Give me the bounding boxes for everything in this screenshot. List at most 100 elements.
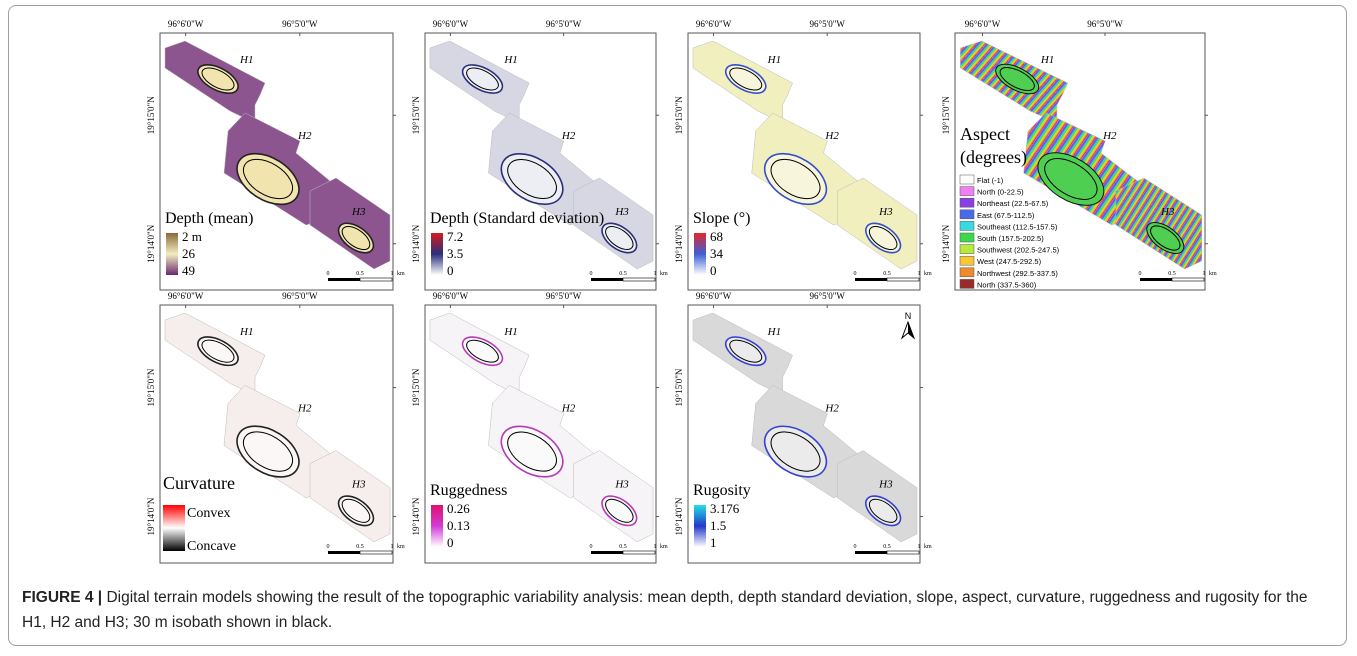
legend-label: Northwest (292.5-337.5) — [977, 269, 1058, 278]
latitude-label: 19°14'0"N — [674, 224, 684, 262]
isobath-30m — [201, 67, 235, 91]
hotspot-label: H3 — [614, 206, 629, 218]
legend-label: South (157.5-202.5) — [977, 234, 1044, 243]
legend-label: East (67.5-112.5) — [977, 211, 1035, 220]
scale-label: 0 — [590, 271, 593, 277]
legend-bar — [694, 233, 706, 275]
legend-swatch — [959, 255, 975, 266]
scale-label: 0.5 — [356, 271, 364, 277]
legend-label: North (0-22.5) — [977, 188, 1024, 197]
hotspot-label: H1 — [239, 54, 253, 66]
hotspot-label: H2 — [1102, 130, 1117, 142]
isobath-30m — [1044, 158, 1098, 200]
longitude-label: 96°6'0"W — [168, 291, 204, 301]
scale-bar — [622, 550, 656, 555]
isobath-30m — [770, 431, 821, 472]
scale-label: 0.5 — [1168, 271, 1176, 277]
hotspot-label: H1 — [503, 54, 517, 66]
scale-label: 1 — [654, 271, 657, 277]
legend-bar — [694, 505, 706, 547]
scale-bar — [328, 278, 360, 281]
isobath — [236, 152, 300, 206]
isobath-30m — [1150, 225, 1181, 251]
map-panel: H1 H2 H3 96°6'0"W 96°5'0"W 19°15'0"N 19°14'0"N… — [941, 19, 1217, 291]
hotspot-label: H2 — [561, 402, 576, 414]
latitude-label: 19°14'0"N — [146, 224, 156, 262]
isobath — [1146, 222, 1185, 254]
isobath-30m — [999, 67, 1035, 91]
legend-title: Slope (°) — [693, 210, 751, 227]
scale-bar — [591, 551, 623, 554]
longitude-label: 96°5'0"W — [810, 19, 846, 29]
scale-bar — [886, 550, 920, 555]
legend-title: Ruggedness — [430, 482, 507, 499]
hotspot-label: H2 — [561, 130, 576, 142]
map-panel: H1 H2 H3 96°6'0"W 96°5'0"W 19°15'0"N 19°14'0"N… — [411, 291, 668, 564]
legend-swatch — [959, 267, 975, 278]
legend-bar — [166, 233, 178, 275]
legend-label: Southeast (112.5-157.5) — [977, 222, 1058, 231]
isobath — [763, 425, 828, 478]
scale-label: 0 — [327, 271, 330, 277]
legend-label: 1.5 — [710, 518, 726, 533]
scale-label: 0.5 — [619, 271, 627, 277]
latitude-label: 19°15'0"N — [146, 368, 156, 406]
isobath-30m — [466, 67, 499, 91]
longitude-label: 96°6'0"W — [433, 19, 469, 29]
hotspot-label: H3 — [1160, 206, 1175, 218]
map-panel: H1 H2 H3 96°6'0"W 96°5'0"W 19°15'0"N 19°14'0"N… — [146, 19, 405, 291]
legend-label: 3.176 — [710, 501, 740, 516]
legend-label: 0 — [447, 263, 454, 278]
hotspot-label: H2 — [824, 402, 839, 414]
isobath — [461, 64, 504, 94]
legend-title: Depth (Standard deviation) — [430, 210, 604, 227]
scale-bar — [359, 277, 393, 282]
scale-label: 0 — [854, 271, 857, 277]
legend-label: 1 — [710, 535, 717, 550]
legend-label: West (247.5-292.5) — [977, 257, 1042, 266]
isobath-30m — [868, 498, 898, 523]
legend-title: Depth (mean) — [165, 210, 253, 227]
hotspot-label: H3 — [878, 479, 893, 491]
legend-label: Southwest (202.5-247.5) — [977, 246, 1060, 255]
isobath-30m — [605, 226, 634, 250]
isobath — [724, 336, 767, 367]
legend-swatch — [959, 209, 975, 220]
latitude-label: 19°14'0"N — [146, 497, 156, 535]
scale-bar — [328, 551, 360, 554]
hotspot-label: H3 — [351, 479, 366, 491]
isobath — [337, 495, 375, 527]
scale-bar — [855, 551, 887, 554]
scale-label: km — [660, 544, 668, 550]
legend-title: Aspect — [960, 124, 1010, 144]
isobath-30m — [242, 158, 294, 200]
north-arrow-half — [908, 322, 914, 338]
caption: FIGURE 4 | Digital terrain models showin… — [22, 585, 1322, 635]
hotspot-label: H3 — [878, 206, 893, 218]
scale-label: km — [660, 271, 668, 277]
legend-label: Flat (-1) — [977, 176, 1004, 185]
scale-label: 0.5 — [883, 271, 891, 277]
map-panel: H1 H2 H3 96°6'0"W 96°5'0"W 19°15'0"N 19°14'0"N… — [411, 19, 668, 291]
scale-bar — [886, 277, 920, 282]
legend-title: Curvature — [163, 473, 235, 493]
figure-frame — [8, 5, 1347, 646]
hotspot-label: H2 — [297, 402, 312, 414]
isobath-30m — [729, 339, 763, 363]
scale-label: 0 — [590, 544, 593, 550]
isobath — [601, 495, 638, 527]
latitude-label: 19°15'0"N — [411, 96, 421, 134]
scale-label: 1 — [391, 544, 394, 550]
scale-bar — [591, 278, 623, 281]
longitude-label: 96°5'0"W — [282, 19, 318, 29]
scale-bar — [622, 277, 656, 282]
map-panel: H1 H2 H3 96°6'0"W 96°5'0"W 19°15'0"N 19°14'0"N… — [674, 19, 932, 291]
legend-label: Northeast (22.5-67.5) — [977, 199, 1049, 208]
scale-label: 1 — [391, 271, 394, 277]
legend-title: Rugosity — [693, 482, 751, 499]
legend-label: 34 — [710, 246, 724, 261]
isobath — [461, 336, 504, 367]
latitude-label: 19°14'0"N — [411, 497, 421, 535]
scale-label: 1 — [918, 544, 921, 550]
legend-bar — [431, 233, 443, 275]
